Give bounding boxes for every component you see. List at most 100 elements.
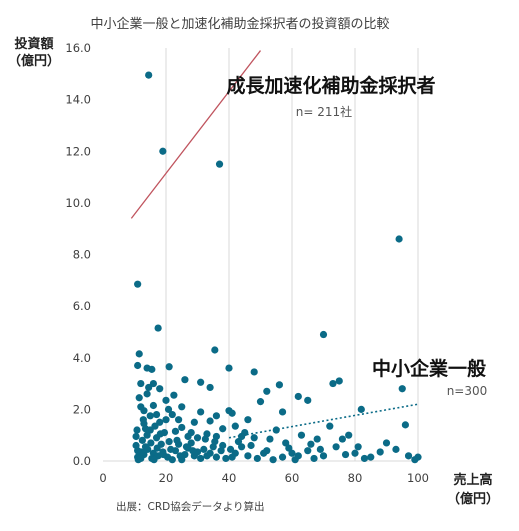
data-point-109 (151, 422, 159, 430)
x-tick-labels: 0 20 40 60 80 100 (99, 471, 429, 485)
data-point-49 (338, 435, 346, 443)
data-point-32 (168, 410, 176, 419)
data-point-8 (135, 350, 143, 358)
data-point-153 (156, 385, 164, 393)
data-point-31 (256, 398, 265, 406)
data-point-104 (228, 453, 236, 461)
data-point-143 (307, 440, 315, 448)
data-point-103 (217, 447, 225, 455)
data-point-142 (294, 452, 302, 460)
data-point-146 (354, 443, 362, 451)
data-point-136 (211, 438, 219, 446)
data-point-3 (395, 235, 403, 243)
data-point-0 (145, 71, 153, 79)
data-point-55 (367, 453, 375, 461)
data-point-151 (137, 379, 145, 388)
data-point-125 (147, 439, 155, 447)
data-point-59 (238, 443, 246, 451)
y-tick-12.0: 12.0 (65, 144, 91, 158)
x-tick-20: 20 (159, 471, 174, 485)
data-point-128 (156, 430, 164, 438)
data-points (132, 71, 422, 464)
data-point-76 (197, 454, 205, 463)
data-point-26 (398, 385, 406, 393)
data-point-43 (250, 434, 258, 442)
y-axis-label-line1: 投資額 (14, 36, 53, 52)
data-point-147 (376, 448, 384, 456)
data-point-81 (244, 452, 252, 460)
data-point-46 (297, 431, 306, 439)
data-point-19 (149, 379, 157, 388)
data-point-163 (238, 432, 246, 441)
data-point-13 (225, 364, 233, 372)
data-point-57 (288, 449, 296, 457)
data-point-12 (165, 363, 173, 371)
data-point-45 (282, 439, 290, 447)
data-point-23 (263, 387, 271, 395)
x-tick-0: 0 (99, 471, 106, 485)
data-point-14 (181, 376, 189, 384)
data-point-22 (275, 381, 283, 389)
data-point-115 (135, 394, 143, 402)
data-point-79 (222, 454, 230, 463)
data-point-148 (392, 445, 400, 453)
source-note: 出展：CRD協会データより算出 (116, 500, 265, 513)
x-axis-label-line1: 売上高 (453, 472, 492, 488)
y-axis-label-line2: （億円） (8, 53, 60, 69)
data-point-156 (132, 432, 140, 441)
data-point-130 (167, 445, 175, 453)
data-point-161 (244, 416, 252, 424)
data-point-78 (212, 453, 220, 461)
data-point-72 (165, 438, 173, 446)
x-axis-label-line2: （億円） (447, 491, 499, 507)
data-point-6 (319, 330, 328, 339)
data-point-124 (144, 445, 152, 453)
y-tick-0.0: 0.0 (73, 454, 91, 468)
data-point-154 (170, 391, 178, 399)
data-point-113 (206, 417, 214, 425)
data-point-21 (329, 379, 337, 388)
data-point-54 (351, 449, 359, 457)
data-point-48 (326, 422, 334, 430)
growth-group-label: 成長加速化補助金採択者 (226, 74, 435, 97)
data-point-82 (253, 454, 261, 463)
data-point-106 (133, 426, 141, 434)
y-tick-10.0: 10.0 (65, 196, 91, 210)
data-point-44 (272, 426, 280, 434)
y-tick-16.0: 16.0 (65, 41, 91, 55)
sme-trendline (228, 403, 419, 439)
data-point-117 (149, 401, 157, 410)
y-tick-4.0: 4.0 (73, 351, 91, 365)
data-point-16 (197, 378, 205, 386)
data-point-15 (250, 368, 258, 376)
x-tick-80: 80 (348, 471, 363, 485)
data-point-126 (150, 456, 158, 464)
data-point-133 (182, 443, 191, 451)
data-point-51 (382, 439, 391, 447)
data-point-17 (206, 383, 214, 392)
data-point-27 (357, 405, 365, 413)
data-point-7 (211, 346, 219, 354)
data-point-86 (304, 447, 312, 455)
data-point-83 (269, 456, 277, 464)
data-point-97 (168, 456, 176, 464)
data-point-107 (139, 416, 147, 424)
data-point-56 (319, 452, 328, 460)
data-point-158 (164, 405, 173, 413)
data-point-132 (176, 452, 184, 460)
data-point-116 (140, 407, 148, 415)
data-point-134 (189, 447, 197, 455)
growth-trendline (130, 50, 262, 219)
data-point-24 (294, 392, 302, 401)
data-point-111 (171, 427, 180, 435)
data-point-164 (212, 412, 220, 420)
data-point-37 (178, 423, 186, 432)
data-point-108 (146, 412, 154, 420)
data-point-123 (137, 454, 145, 463)
data-point-61 (200, 445, 208, 453)
data-point-159 (175, 416, 183, 424)
data-point-120 (190, 418, 198, 426)
data-point-50 (345, 431, 353, 439)
data-point-33 (162, 416, 170, 424)
